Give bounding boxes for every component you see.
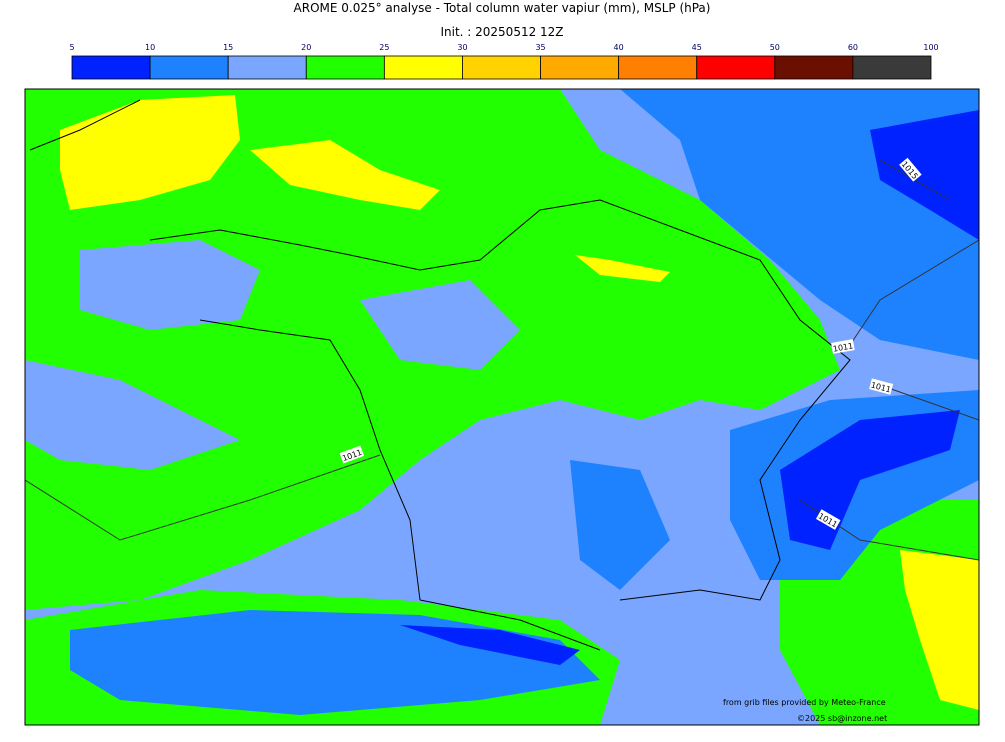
colorbar-tick-label: 10	[145, 43, 155, 52]
colorbar-tick-label: 100	[923, 43, 938, 52]
yellow-zone	[900, 550, 979, 710]
colorbar-tick-label: 30	[457, 43, 467, 52]
yellow-zone	[575, 255, 670, 282]
color-box	[149, 55, 229, 80]
coastline	[29, 99, 851, 651]
isobar-label-bg	[899, 157, 922, 182]
isobar-label-bg	[869, 378, 894, 395]
colorbar-tick-label: 40	[614, 43, 624, 52]
colorbar-tick-label: 15	[223, 43, 233, 52]
colorbar-tick-label: 5	[69, 43, 74, 52]
colorbar-tick-label: 50	[770, 43, 780, 52]
color-box	[774, 55, 854, 80]
color-box	[540, 55, 620, 80]
color-box	[618, 55, 698, 80]
color-box	[852, 55, 932, 80]
color-box	[305, 55, 385, 80]
blue-zone	[570, 460, 670, 590]
isobar-label-bg	[831, 339, 855, 354]
isobar-label-bg	[339, 445, 365, 464]
dark-blue-zone	[400, 625, 580, 665]
blue-zone	[360, 280, 520, 370]
colorbar-tick-label: 60	[848, 43, 858, 52]
colorbar: 5 10 15 20 25 30 35 40 45 50 60 100	[69, 43, 939, 80]
colorbar-tick-label: 20	[301, 43, 311, 52]
isobar-label: 1011	[832, 341, 854, 353]
subtitle: Init. : 20250512 12Z	[440, 25, 563, 39]
dark-blue-zone	[870, 110, 979, 240]
credit: from grib files provided by Meteo-France	[723, 698, 886, 707]
isobar	[25, 159, 979, 561]
yellow-zone	[60, 95, 240, 210]
blue-zone	[80, 240, 260, 330]
color-box	[696, 55, 776, 80]
isobar-label-bg	[815, 509, 841, 530]
yellow-zone	[250, 140, 440, 210]
map-frame	[24, 88, 980, 726]
colorbar-tick-label: 35	[535, 43, 545, 52]
color-box	[462, 55, 541, 80]
title: AROME 0.025° analyse - Total column wate…	[294, 1, 711, 15]
blue-zone	[25, 360, 240, 470]
color-box	[227, 55, 307, 80]
map	[25, 89, 979, 725]
credit: ©2025 sb@inzone.net	[797, 714, 887, 723]
color-box	[71, 55, 151, 80]
colorbar-tick-label: 25	[379, 43, 389, 52]
color-box	[383, 55, 463, 80]
colorbar-tick-label: 45	[692, 43, 702, 52]
